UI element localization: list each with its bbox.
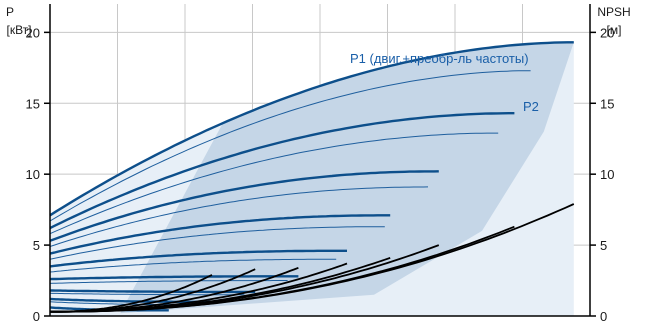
power-curve — [49, 112, 515, 230]
power-curve — [49, 280, 288, 284]
annotation-p1: P1 (двиг.+преобр-ль частоты) — [350, 51, 529, 66]
power-curve-p2 — [49, 70, 531, 222]
left-axis-tick-label: 15 — [26, 96, 40, 111]
power-curve — [49, 297, 212, 303]
left-axis-tick-label: 5 — [33, 238, 40, 253]
right-axis-tick-label: 15 — [600, 96, 614, 111]
axes: 0 5 10 15 20 0 5 10 15 20 — [26, 4, 614, 322]
power-curve — [49, 214, 391, 255]
left-axis-tick-label: 0 — [33, 309, 40, 322]
left-axis-title-line1: P — [6, 5, 14, 19]
power-curve — [49, 226, 385, 260]
left-axis-tick-label: 20 — [26, 25, 40, 40]
npsh-curves — [50, 203, 575, 313]
right-axis-tick-label: 20 — [600, 25, 614, 40]
right-axis-title-line2: [м] — [607, 23, 622, 37]
power-curve — [49, 170, 439, 242]
left-axis-title-line2: [кВт] — [6, 23, 31, 37]
right-axis-tick-label: 0 — [600, 309, 607, 322]
npsh-curve — [50, 274, 213, 313]
right-axis-title-line1: NPSH — [597, 5, 630, 19]
power-curve-p1 — [49, 41, 574, 217]
right-axis-tick-label: 5 — [600, 238, 607, 253]
power-curve — [49, 186, 429, 247]
power-curve — [49, 249, 347, 268]
annotation-p2: P2 — [523, 99, 539, 114]
power-curve — [49, 132, 499, 235]
left-axis-tick-label: 10 — [26, 167, 40, 182]
band-operating — [120, 42, 574, 314]
power-curve — [49, 258, 337, 273]
power-curve — [49, 275, 299, 281]
right-axis-tick-label: 10 — [600, 167, 614, 182]
